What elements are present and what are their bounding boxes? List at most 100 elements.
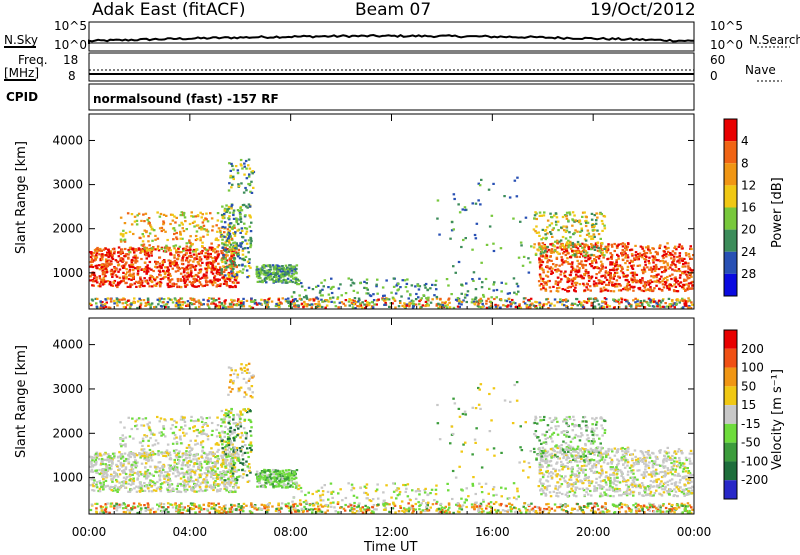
power-cell	[678, 268, 681, 270]
power-cell	[414, 285, 417, 287]
power-cell	[269, 265, 272, 267]
power-cell	[245, 168, 248, 170]
power-cell	[582, 306, 585, 308]
power-cell	[641, 277, 644, 279]
power-cell	[358, 298, 361, 300]
power-cell	[192, 250, 195, 252]
velocity-cell	[159, 461, 162, 463]
power-cell	[143, 220, 146, 222]
power-cell	[439, 306, 442, 308]
velocity-cell	[162, 465, 165, 467]
velocity-cell	[201, 421, 204, 423]
power-cell	[444, 302, 447, 304]
power-cell	[629, 262, 632, 264]
power-cell	[633, 257, 636, 259]
power-cell	[199, 239, 202, 241]
velocity-cell	[182, 454, 185, 456]
power-cell	[690, 245, 693, 247]
power-cell	[240, 164, 243, 166]
power-cell	[668, 288, 671, 290]
power-cell	[544, 233, 547, 235]
power-cell	[604, 277, 607, 279]
power-cell	[396, 289, 399, 291]
velocity-cell	[120, 485, 123, 487]
power-cell	[107, 256, 110, 258]
power-cell	[231, 286, 234, 288]
power-cell	[257, 274, 260, 276]
power-cell	[567, 246, 570, 248]
velocity-cell	[113, 472, 116, 474]
power-cell	[679, 270, 682, 272]
velocity-cell	[199, 469, 202, 471]
velocity-cell	[201, 426, 204, 428]
velocity-cell	[206, 417, 209, 419]
power-cell	[671, 268, 674, 270]
velocity-cell	[181, 464, 184, 466]
power-cell	[533, 243, 536, 245]
power-cell	[655, 264, 658, 266]
power-cell	[539, 215, 542, 217]
power-cell	[230, 186, 233, 188]
power-cell	[679, 255, 682, 257]
power-cell	[691, 287, 694, 289]
power-cell	[436, 218, 439, 220]
power-cell	[593, 225, 596, 227]
power-cell	[90, 266, 93, 268]
power-cell	[146, 264, 149, 266]
power-cell	[691, 269, 694, 271]
power-cell	[673, 258, 676, 260]
power-cell	[685, 254, 688, 256]
power-cell	[602, 256, 605, 258]
power-cell	[228, 162, 231, 164]
power-cell	[202, 213, 205, 215]
power-cell	[395, 292, 398, 294]
power-cell	[208, 249, 211, 251]
power-cell	[167, 277, 170, 279]
velocity-cell	[206, 425, 209, 427]
velocity-cell	[149, 449, 152, 451]
power-cell	[125, 276, 128, 278]
power-cell	[515, 293, 518, 295]
power-cell	[228, 276, 231, 278]
power-cell	[291, 281, 294, 283]
power-cell	[125, 268, 128, 270]
power-cell	[464, 209, 467, 211]
power-cell	[225, 258, 228, 260]
power-cell	[611, 254, 614, 256]
power-cell	[159, 285, 162, 287]
power-cell	[604, 227, 607, 229]
power-cell	[300, 282, 303, 284]
velocity-cell	[174, 459, 177, 461]
power-cell	[114, 270, 117, 272]
power-cell	[677, 260, 680, 262]
power-cell	[177, 270, 180, 272]
power-cell	[691, 285, 694, 287]
power-cell	[479, 184, 482, 186]
power-cell	[130, 303, 133, 305]
power-cell	[476, 223, 479, 225]
power-cell	[409, 294, 412, 296]
power-cell	[589, 276, 592, 278]
power-cell	[556, 258, 559, 260]
power-cell	[559, 301, 562, 303]
power-cell	[217, 212, 220, 214]
power-cell	[690, 282, 693, 284]
power-cell	[296, 300, 299, 302]
velocity-cell	[145, 417, 148, 419]
power-cell	[635, 251, 638, 253]
power-cell	[223, 300, 226, 302]
power-cell	[195, 235, 198, 237]
velocity-cell	[170, 458, 173, 460]
power-cell	[622, 245, 625, 247]
power-cell	[593, 260, 596, 262]
power-cell	[654, 270, 657, 272]
power-cell	[627, 243, 630, 245]
power-cell	[535, 254, 538, 256]
velocity-cell	[226, 483, 229, 485]
power-cell	[361, 301, 364, 303]
power-cell	[240, 209, 243, 211]
power-cell	[132, 266, 135, 268]
power-cell	[217, 273, 220, 275]
power-cell	[211, 281, 214, 283]
power-cell	[615, 269, 618, 271]
